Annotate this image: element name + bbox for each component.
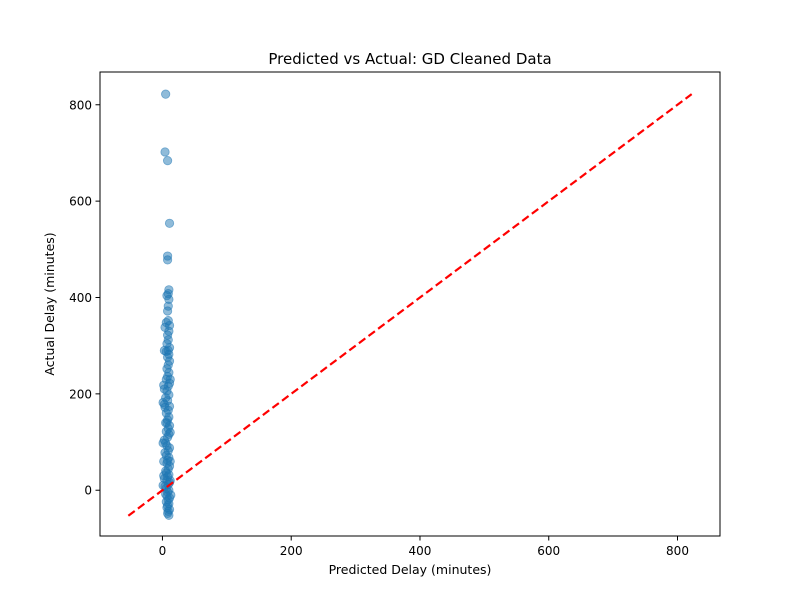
data-point: [166, 490, 176, 500]
data-point: [164, 218, 175, 228]
data-point: [158, 480, 168, 491]
data-point: [161, 89, 171, 99]
data-point: [165, 374, 175, 385]
data-point: [163, 156, 173, 166]
x-tick-label: 400: [409, 544, 432, 558]
x-tick-label: 800: [666, 544, 689, 558]
data-point: [163, 306, 173, 316]
chart-title: Predicted vs Actual: GD Cleaned Data: [268, 50, 551, 68]
data-point: [163, 255, 173, 265]
y-axis: 0 200 400 600 800: [69, 98, 100, 498]
data-point: [161, 418, 171, 428]
plot-area-frame: [99, 71, 721, 537]
data-point: [165, 427, 175, 438]
y-tick-label: 400: [69, 291, 92, 305]
data-point: [164, 510, 174, 520]
x-tick-label: 0: [159, 544, 167, 558]
reference-line: [127, 93, 693, 517]
y-axis-label: Actual Delay (minutes): [42, 232, 57, 375]
points-layer: [158, 89, 176, 520]
x-axis-label: Predicted Delay (minutes): [329, 562, 492, 577]
y-tick-label: 0: [84, 484, 92, 498]
data-point: [159, 471, 169, 481]
y-tick-label: 200: [69, 387, 92, 401]
reference-line-layer: [127, 93, 693, 517]
y-tick-label: 600: [69, 195, 92, 209]
data-point: [160, 147, 170, 157]
y-tick-label: 800: [69, 98, 92, 112]
data-point: [165, 456, 175, 466]
x-tick-label: 600: [537, 544, 560, 558]
x-axis: 0 200 400 600 800: [159, 536, 689, 558]
x-tick-label: 200: [280, 544, 303, 558]
